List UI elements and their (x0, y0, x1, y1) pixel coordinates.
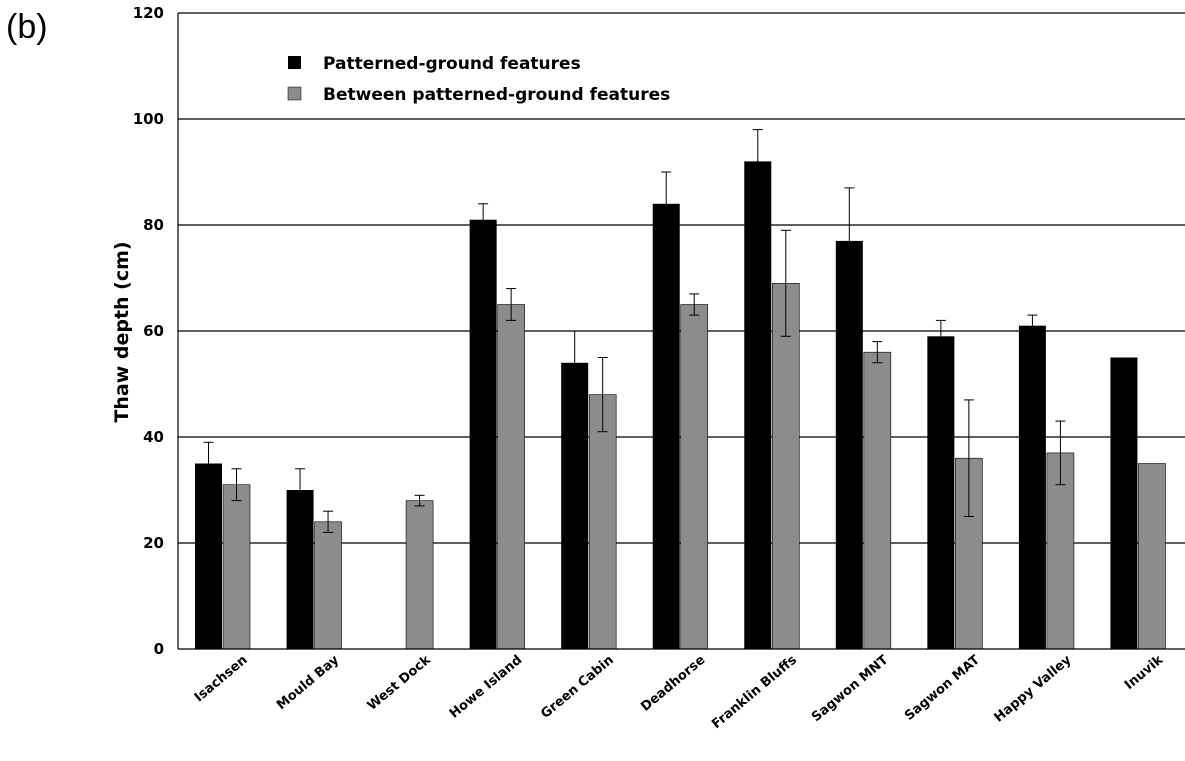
bar (652, 203, 680, 650)
bar (835, 240, 863, 649)
bar (744, 161, 772, 649)
y-axis-label: Thaw depth (cm) (111, 241, 133, 422)
bar (497, 304, 525, 650)
bars (195, 161, 1166, 650)
legend-swatch-between (287, 86, 302, 101)
bar (286, 490, 314, 649)
x-tick-label: Mould Bay (274, 652, 342, 713)
legend: Patterned-ground features Between patter… (287, 54, 670, 105)
panel-label: (b) (6, 8, 48, 46)
bar (195, 463, 222, 649)
y-tick-label: 120 (133, 4, 164, 22)
bar (314, 521, 342, 650)
bar (222, 484, 251, 650)
y-tick-label: 100 (133, 110, 164, 128)
legend-label-between: Between patterned-ground features (323, 85, 670, 105)
x-tick-label: Sagwon MNT (809, 652, 891, 725)
bar (405, 500, 434, 650)
y-tick-label: 40 (143, 428, 164, 446)
bar (927, 336, 955, 649)
x-tick-label: Howe Island (447, 653, 525, 722)
x-tick-label: Deadhorse (638, 652, 708, 714)
y-tick-label: 20 (143, 534, 164, 552)
bar (1046, 452, 1075, 650)
bar (469, 219, 497, 649)
bar (771, 282, 800, 650)
x-tick-label: Happy Valley (992, 652, 1075, 725)
bar (561, 362, 589, 649)
bar (680, 304, 709, 650)
error-bars (203, 129, 1066, 533)
bar (863, 351, 892, 650)
x-tick-label: Franklin Bluffs (709, 652, 800, 732)
legend-swatch-patterned (288, 56, 301, 69)
x-tick-label: West Dock (365, 652, 434, 713)
x-tick-label: Sagwon MAT (902, 652, 983, 723)
bar (1110, 357, 1138, 649)
x-tick-label: Inuvik (1122, 652, 1166, 693)
bar (1138, 463, 1166, 650)
bar (1018, 325, 1046, 649)
bar (588, 394, 617, 650)
y-tick-label: 80 (143, 216, 164, 234)
y-tick-label: 60 (143, 322, 164, 340)
x-tick-label: Green Cabin (538, 653, 616, 722)
y-tick-label: 0 (154, 640, 164, 658)
legend-label-patterned: Patterned-ground features (323, 54, 581, 74)
x-tick-label: Isachsen (192, 653, 251, 706)
